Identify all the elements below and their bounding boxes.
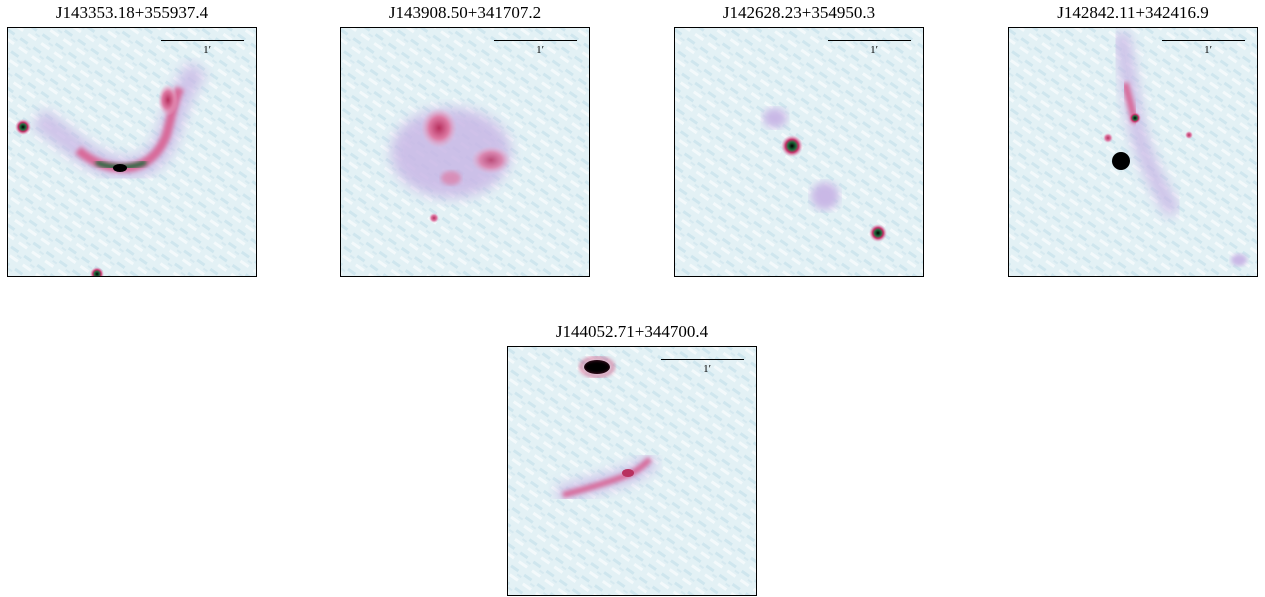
scale-bar bbox=[1162, 40, 1245, 41]
panel-title: J143908.50+341707.2 bbox=[388, 3, 542, 22]
emission-map bbox=[508, 347, 756, 595]
emission-map bbox=[341, 28, 589, 276]
emission-map bbox=[1009, 28, 1257, 276]
panel-title: J142628.23+354950.3 bbox=[722, 3, 876, 22]
radio-image: 1′ bbox=[507, 346, 757, 596]
radio-image: 1′ bbox=[674, 27, 924, 277]
radio-image: 1′ bbox=[1008, 27, 1258, 277]
scale-bar bbox=[161, 40, 244, 41]
scale-label: 1′ bbox=[703, 363, 711, 375]
scale-bar bbox=[828, 40, 911, 41]
scale-bar bbox=[661, 359, 744, 360]
scale-bar bbox=[494, 40, 577, 41]
emission-map bbox=[675, 28, 923, 276]
scale-label: 1′ bbox=[203, 44, 211, 56]
panel-title: J143353.18+355937.4 bbox=[55, 3, 209, 22]
panel-title: J142842.11+342416.9 bbox=[1057, 3, 1209, 22]
radio-image: 1′ bbox=[340, 27, 590, 277]
radio-image: 1′ bbox=[7, 27, 257, 277]
scale-label: 1′ bbox=[870, 44, 878, 56]
emission-map bbox=[8, 28, 256, 276]
scale-label: 1′ bbox=[1204, 44, 1212, 56]
panel-title: J144052.71+344700.4 bbox=[555, 322, 709, 341]
scale-label: 1′ bbox=[536, 44, 544, 56]
